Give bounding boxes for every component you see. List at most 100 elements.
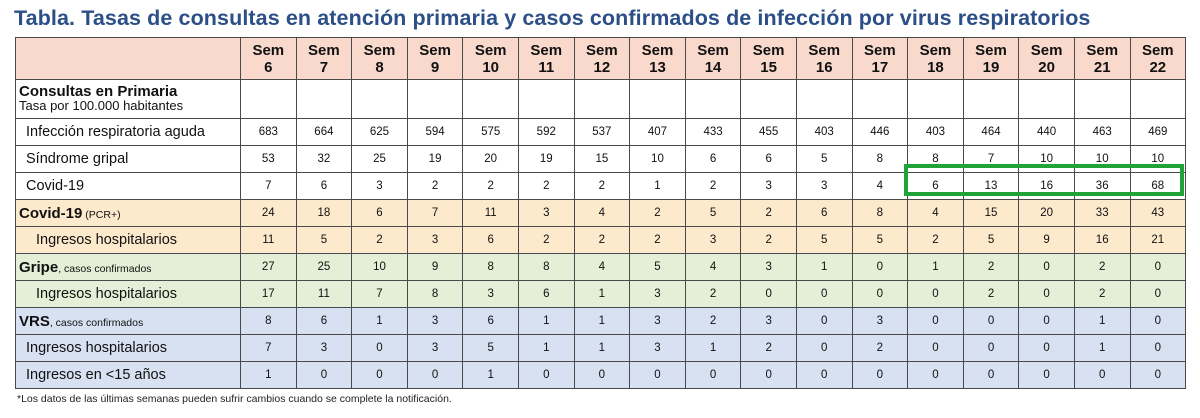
- week-header-label: Sem: [586, 41, 618, 59]
- row-label-text: Covid-19: [26, 178, 85, 194]
- table-cell: 25: [351, 145, 408, 173]
- table-cell: 0: [907, 334, 964, 362]
- week-header-number: 22: [1149, 58, 1167, 76]
- header-row: Sem 6 Sem 7 Sem 8 Sem 9 Sem 10 Sem 11 Sem 12 Sem 13 Sem 1…: [15, 37, 1187, 80]
- table-cell: 1: [1073, 334, 1131, 362]
- table-cell: 3: [740, 253, 797, 281]
- table-cell: 2: [573, 226, 631, 254]
- table-cell: 8: [907, 145, 964, 173]
- table-cell: 10: [629, 145, 686, 173]
- table-cell: 9: [1018, 226, 1075, 254]
- table-cell: 10: [1129, 145, 1187, 173]
- table-cell: 1: [462, 361, 519, 389]
- row-label-small: (PCR+): [82, 208, 121, 221]
- week-header-cell: Sem 20: [1018, 37, 1075, 80]
- week-header-cell: Sem 14: [684, 37, 742, 80]
- table-cell: 2: [962, 253, 1020, 281]
- table-cell: 594: [406, 118, 464, 146]
- table-cell: 0: [1129, 361, 1187, 389]
- table-cell: 455: [740, 118, 797, 146]
- table-cell: 6: [462, 307, 519, 335]
- table-cell: 8: [851, 145, 909, 173]
- table-cell: 7: [962, 145, 1020, 173]
- table-cell-empty: [295, 79, 353, 119]
- table-cell: 3: [684, 226, 742, 254]
- week-header-cell: Sem 11: [517, 37, 575, 80]
- row-label-bold: Covid-19: [19, 204, 83, 222]
- week-header-number: 10: [482, 58, 500, 76]
- row-label: Ingresos en <15 años: [15, 361, 241, 389]
- table-cell: 1: [1073, 307, 1131, 335]
- table-cell: 11: [240, 226, 297, 254]
- table-cell: 0: [907, 280, 964, 308]
- table-cell: 6: [462, 226, 519, 254]
- table-cell: 440: [1018, 118, 1075, 146]
- table-cell: 0: [1018, 361, 1075, 389]
- table-cell: 1: [629, 172, 686, 200]
- week-header-label: Sem: [975, 41, 1007, 59]
- row-label-text: Ingresos hospitalarios: [36, 232, 178, 248]
- table-cell: 1: [684, 334, 742, 362]
- week-header-label: Sem: [308, 41, 340, 59]
- table-cell: 403: [795, 118, 853, 146]
- table-cell: 683: [240, 118, 297, 146]
- table-cell: 0: [1073, 361, 1131, 389]
- table-cell: 0: [1018, 307, 1075, 335]
- row-label-small: , casos confirmados: [58, 262, 152, 275]
- week-header-number: 17: [871, 58, 889, 76]
- week-header-cell: Sem 8: [351, 37, 408, 80]
- table-cell: 5: [795, 145, 853, 173]
- table-cell: 1: [795, 253, 853, 281]
- week-header-label: Sem: [530, 41, 563, 59]
- week-header-number: 18: [927, 58, 944, 76]
- table-cell: 664: [295, 118, 353, 146]
- respiratory-data-table: Sem 6 Sem 7 Sem 8 Sem 9 Sem 10 Sem 11 Sem 12 Sem 13 Sem 1…: [15, 37, 1187, 389]
- consultas-title: Consultas en Primaria: [19, 83, 178, 100]
- week-header-number: 13: [649, 58, 666, 76]
- table-cell: 0: [1018, 280, 1075, 308]
- table-cell-empty: [795, 79, 853, 119]
- table-cell: 0: [851, 280, 909, 308]
- sindrome-gripal-row: Síndrome gripal 53 32 25 19 20 19 15 10 6 6 5 8 8 7 10 1…: [15, 145, 1187, 173]
- week-header-cell: Sem 13: [629, 37, 686, 80]
- table-cell: 18: [295, 199, 353, 227]
- table-cell-empty: [462, 79, 519, 119]
- week-header-label: Sem: [808, 41, 841, 59]
- week-header-cell: Sem 21: [1073, 37, 1131, 80]
- covid-19-pcr-row: Covid-19 (PCR+) 24 18 6 7 11 3 4 2 5 2 6 8 4 15 20 33 43: [15, 199, 1187, 227]
- table-cell: 0: [962, 307, 1020, 335]
- table-cell: 2: [1073, 280, 1131, 308]
- table-cell: 0: [907, 361, 964, 389]
- week-header-cell: Sem 19: [962, 37, 1020, 80]
- table-cell: 0: [629, 361, 686, 389]
- table-cell: 1: [573, 280, 631, 308]
- vrs-ingresos-row: Ingresos hospitalarios 7 3 0 3 5 1 1 3 1 2 0 2 0 0 0 1 0: [15, 334, 1187, 362]
- vrs-row: VRS, casos confirmados 8 6 1 3 6 1 1 3 2 3 0 3 0 0 0 1 0: [15, 307, 1187, 335]
- table-cell: 537: [573, 118, 631, 146]
- table-cell: 11: [295, 280, 353, 308]
- row-label: Covid-19: [15, 172, 241, 200]
- table-cell: 20: [462, 145, 519, 173]
- table-cell-empty: [1129, 79, 1187, 119]
- table-cell: 5: [795, 226, 853, 254]
- table-cell-empty: [1018, 79, 1075, 119]
- table-cell: 3: [406, 334, 464, 362]
- table-cell-empty: [573, 79, 631, 119]
- row-label: Ingresos hospitalarios: [15, 280, 241, 308]
- row-label: Infección respiratoria aguda: [15, 118, 241, 146]
- covid-19-consultas-row: Covid-19 7 6 3 2 2 2 2 1 2 3 3 4 6 13 16 36 68: [15, 172, 1187, 200]
- table-cell: 2: [740, 199, 797, 227]
- consultas-section-row: Consultas en Primaria Tasa por 100.000 h…: [15, 79, 1187, 119]
- table-cell: 6: [517, 280, 575, 308]
- table-cell: 2: [573, 172, 631, 200]
- week-header-cell: Sem 15: [740, 37, 797, 80]
- table-cell: 1: [240, 361, 297, 389]
- table-cell: 5: [962, 226, 1020, 254]
- week-header-number: 8: [375, 58, 384, 76]
- week-header-label: Sem: [919, 41, 952, 59]
- table-cell: 3: [629, 334, 686, 362]
- table-cell: 2: [907, 226, 964, 254]
- week-header-cell: Sem 6: [240, 37, 297, 80]
- week-header-label: Sem: [419, 41, 451, 59]
- table-cell: 7: [406, 199, 464, 227]
